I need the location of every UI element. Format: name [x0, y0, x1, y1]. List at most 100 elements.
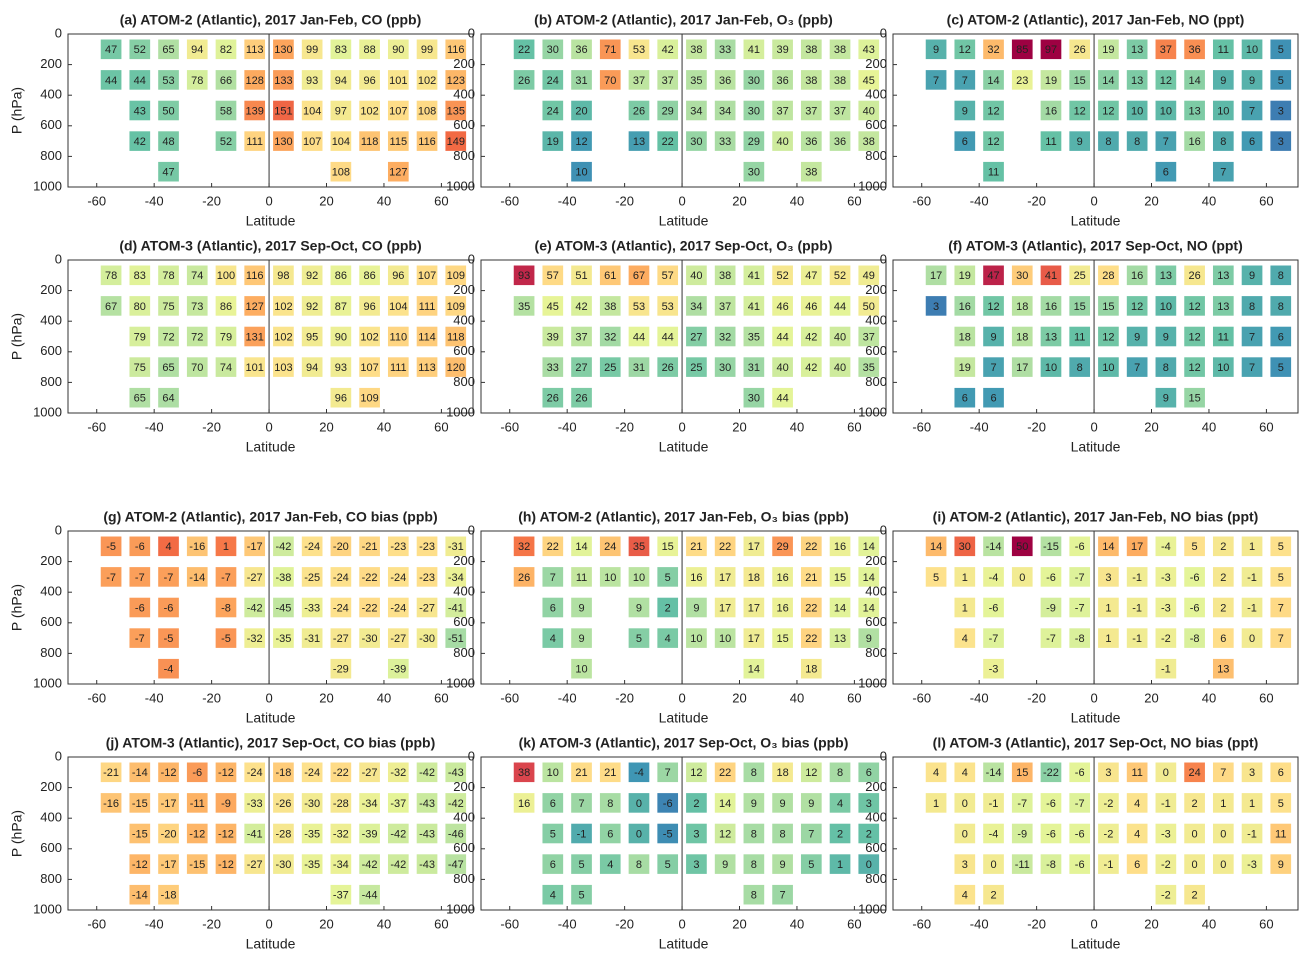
cell	[686, 296, 707, 316]
cell-label: 44	[776, 393, 788, 405]
cell	[829, 762, 851, 783]
x-tick-label: -20	[615, 419, 634, 434]
cell-label: 92	[306, 301, 318, 313]
cell	[301, 597, 323, 618]
cell	[1069, 762, 1091, 783]
cell-label: 40	[834, 331, 846, 343]
cell	[1069, 567, 1091, 587]
cell-label: -24	[333, 602, 349, 614]
panel: 38 10 21 21 -4 7 12 22 8 18 12 8 616 6 7 8 0 -6 2 14 9 9 9 4 35-…	[446, 735, 887, 952]
cell	[186, 357, 208, 377]
cell	[416, 762, 438, 783]
cell	[686, 567, 707, 587]
plot-area	[68, 757, 473, 910]
cell-label: 1	[1105, 633, 1111, 645]
cell	[686, 597, 707, 618]
cell	[1098, 70, 1119, 90]
cell	[1040, 597, 1062, 618]
cell-label: 11	[1218, 331, 1229, 343]
cell-label: 26	[575, 393, 587, 405]
cell	[359, 326, 380, 347]
cell-label: 78	[105, 270, 117, 282]
cell	[1212, 567, 1234, 587]
cell	[1126, 296, 1148, 316]
cell	[330, 357, 352, 377]
cell-label: 30	[748, 105, 760, 117]
cell	[743, 628, 765, 648]
cell-label: -5	[663, 828, 673, 840]
cell	[387, 131, 409, 151]
cell	[273, 597, 294, 618]
cell-label: 52	[220, 136, 232, 148]
cell-label: -35	[275, 633, 291, 645]
cell-label: 43	[134, 105, 146, 117]
cell	[686, 131, 707, 151]
cell	[100, 762, 122, 783]
cell	[571, 387, 592, 408]
cell	[542, 823, 564, 844]
cell	[542, 265, 564, 286]
cell	[772, 884, 793, 905]
cell-label: 130	[274, 44, 292, 56]
cell	[215, 597, 237, 618]
y-tick-label: 0	[880, 251, 887, 266]
y-tick-label: 800	[453, 374, 475, 389]
cell-label: 38	[863, 136, 875, 148]
cell	[1126, 628, 1148, 648]
cell-label: 30	[748, 75, 760, 87]
x-tick-label: 20	[319, 690, 333, 705]
cell-label: 10	[1045, 362, 1057, 374]
cell-label: 38	[834, 75, 846, 87]
cell-label: -33	[304, 602, 320, 614]
cell-label: -15	[132, 828, 148, 840]
cell	[445, 854, 467, 874]
cell-label: 4	[607, 859, 613, 871]
cell	[800, 536, 822, 557]
cell	[800, 823, 822, 844]
y-tick-label: 600	[40, 343, 62, 358]
cell-label: 3	[693, 828, 699, 840]
cell	[445, 357, 467, 377]
cell	[858, 762, 880, 783]
cell	[800, 131, 822, 151]
x-tick-label: 40	[377, 690, 391, 705]
cell	[301, 762, 323, 783]
cell	[1184, 265, 1205, 286]
cell	[925, 567, 947, 587]
cell-label: 43	[863, 44, 875, 56]
cell-label: -30	[304, 798, 320, 810]
cell	[858, 296, 880, 316]
cell	[983, 823, 1004, 844]
cell	[1126, 823, 1148, 844]
cell	[215, 628, 237, 648]
x-tick-label: -20	[202, 690, 221, 705]
y-tick-label: 1000	[33, 178, 62, 193]
cell-label: 44	[134, 75, 146, 87]
cell	[858, 536, 880, 557]
cell-label: 37	[575, 331, 587, 343]
cell	[1212, 296, 1234, 316]
cell	[772, 39, 793, 60]
cell	[416, 70, 438, 90]
cell-label: 27	[575, 362, 587, 374]
y-tick-label: 1000	[446, 178, 475, 193]
cell	[1241, 131, 1263, 151]
cell-label: 24	[547, 75, 559, 87]
cell-label: 35	[863, 362, 875, 374]
cell	[186, 326, 208, 347]
cell	[301, 823, 323, 844]
cell-label: 4	[962, 633, 968, 645]
cell-label: 4	[550, 890, 556, 902]
y-tick-label: 800	[40, 871, 62, 886]
cell-label: 0	[1249, 633, 1255, 645]
cell-label: 16	[776, 572, 788, 584]
cell-label: 13	[1045, 331, 1057, 343]
x-tick-label: -20	[615, 690, 634, 705]
x-tick-label: -60	[912, 419, 931, 434]
cell	[1184, 823, 1205, 844]
cell-label: 9	[962, 105, 968, 117]
cell-label: 11	[1074, 331, 1085, 343]
cell-label: 2	[693, 798, 699, 810]
cell-label: -6	[663, 798, 673, 810]
axes-frame	[892, 259, 1299, 414]
